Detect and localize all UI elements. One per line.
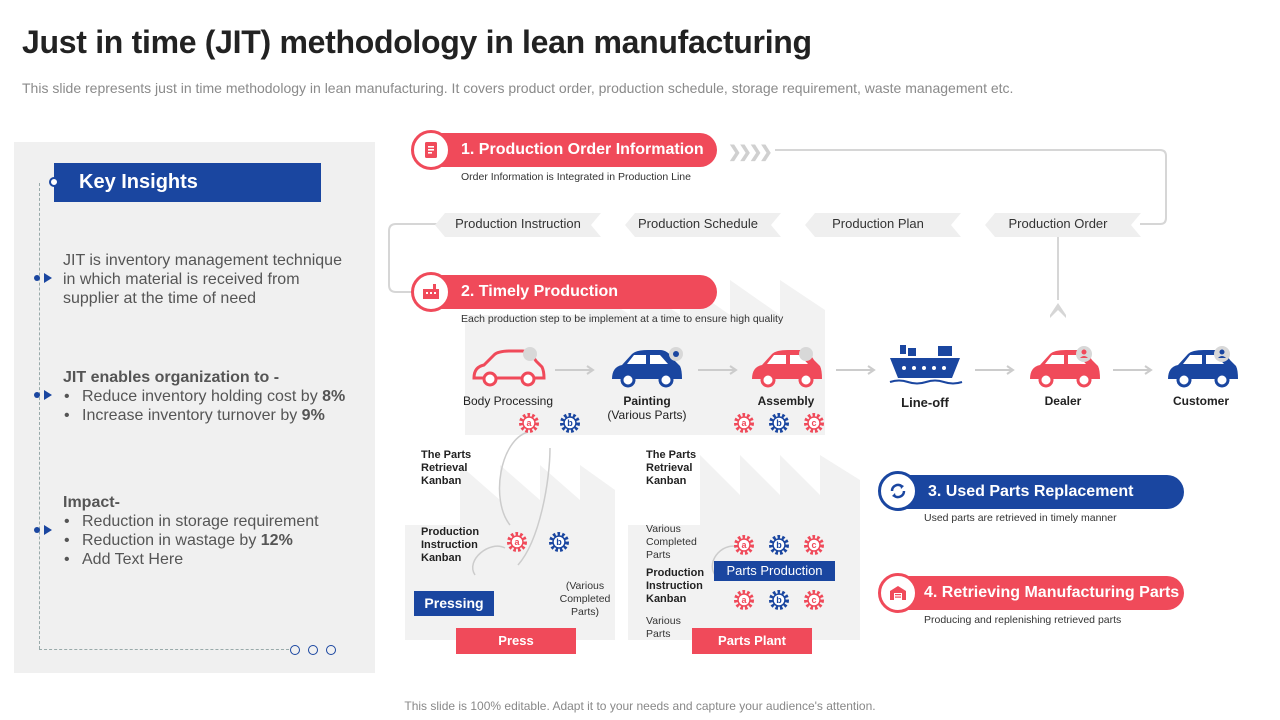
label-line-off: Line-off (901, 395, 949, 410)
bullet-arrow-icon (44, 390, 52, 400)
label-dealer: Dealer (1044, 394, 1082, 408)
page-subtitle: This slide represents just in time metho… (22, 80, 1014, 96)
banner-production-order: Production Order (1008, 216, 1108, 231)
step-3-desc: Used parts are retrieved in timely manne… (924, 512, 1117, 524)
parts-plant-label: Parts Plant (692, 628, 812, 654)
step-4-pill: 4. Retrieving Manufacturing Parts (885, 576, 1184, 610)
key-insights-heading: Key Insights (54, 163, 321, 202)
process-vehicles (472, 345, 1238, 388)
bullet-arrow-icon (44, 273, 52, 283)
document-icon (411, 130, 451, 170)
page-title: Just in time (JIT) methodology in lean m… (22, 24, 812, 60)
various-parts: Various Parts (646, 615, 681, 640)
pressing-label: Pressing (414, 591, 494, 616)
bullet-arrow-icon (44, 525, 52, 535)
step-2-pill: 2. Timely Production (418, 275, 717, 309)
insight-2: JIT enables organization to - Reduce inv… (63, 368, 363, 425)
label-body-processing: Body Processing (462, 394, 554, 408)
banner-production-schedule: Production Schedule (638, 216, 758, 231)
various-completed-parts-1: (Various Completed Parts) (559, 580, 611, 618)
pager-dot-icon (308, 645, 318, 655)
label-painting-sub: (Various Parts) (607, 408, 687, 422)
heading-dot-icon (49, 177, 59, 187)
production-instruction-kanban-2: Production Instruction Kanban (646, 567, 705, 605)
step-4-desc: Producing and replenishing retrieved par… (924, 614, 1122, 626)
refresh-icon (878, 471, 918, 511)
insight-3: Impact- Reduction in storage requirement… (63, 493, 363, 569)
parts-retrieval-kanban-1: The Parts Retrieval Kanban (421, 449, 472, 487)
banner-production-instruction: Production Instruction (455, 216, 581, 231)
parts-retrieval-kanban-2: The Parts Retrieval Kanban (646, 449, 697, 487)
step-1-desc: Order Information is Integrated in Produ… (461, 171, 691, 183)
car-body-icon (472, 347, 546, 387)
parts-production-label: Parts Production (714, 561, 835, 581)
label-assembly: Assembly (757, 394, 815, 408)
chevrons-icon: ❯❯❯❯ (728, 144, 773, 161)
step-2-desc: Each production step to be implement at … (461, 313, 784, 325)
warehouse-icon (878, 573, 918, 613)
bullet-dot-icon (34, 527, 40, 533)
label-painting: Painting (623, 394, 671, 408)
bullet-dot-icon (34, 275, 40, 281)
pager-dot-icon (326, 645, 336, 655)
timeline-bottom-line (39, 649, 289, 650)
banner-production-plan: Production Plan (832, 216, 924, 231)
order-flow-banners (435, 213, 1141, 237)
footer-note: This slide is 100% editable. Adapt it to… (404, 699, 876, 713)
timeline-line (39, 183, 40, 649)
press-label: Press (456, 628, 576, 654)
production-instruction-kanban-1: Production Instruction Kanban (421, 526, 480, 564)
label-customer: Customer (1172, 394, 1229, 408)
step-1-pill: 1. Production Order Information (418, 133, 717, 167)
pager-dot-icon (290, 645, 300, 655)
factory-icon (411, 272, 451, 312)
bullet-dot-icon (34, 392, 40, 398)
insight-1: JIT is inventory management technique in… (63, 252, 342, 307)
step-3-pill: 3. Used Parts Replacement (885, 475, 1184, 509)
various-completed-parts-2: Various Completed Parts (646, 523, 697, 561)
